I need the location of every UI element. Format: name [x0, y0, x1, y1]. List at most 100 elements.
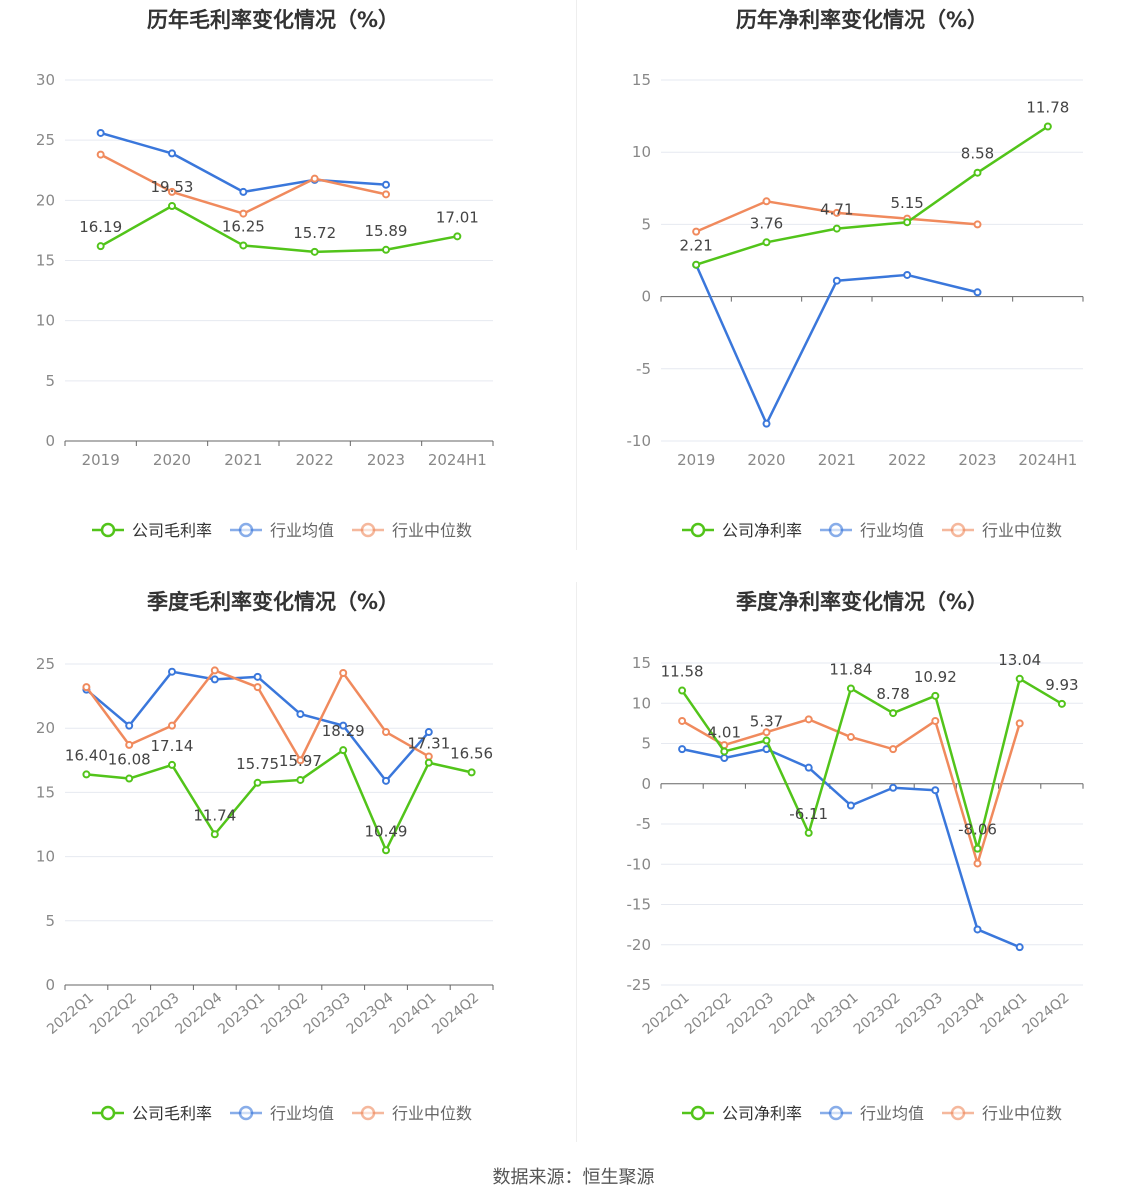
legend-marker [360, 522, 376, 538]
x-tick-label: 2023Q4 [344, 990, 397, 1038]
legend: 公司毛利率 行业均值 行业中位数 [92, 521, 472, 540]
data-point [973, 859, 982, 868]
data-label: 17.31 [407, 735, 450, 753]
data-point [125, 740, 134, 749]
x-tick-label: 2024Q1 [977, 990, 1030, 1038]
data-label: 17.01 [436, 208, 479, 226]
data-point [82, 683, 91, 692]
data-point [1043, 122, 1052, 131]
series-company: 16.19 19.53 16.25 15.72 15.89 17.01 [79, 178, 479, 256]
y-tick-label: -25 [627, 976, 652, 994]
x-tick-label: 2023Q2 [258, 990, 311, 1038]
data-point [382, 190, 390, 199]
legend-label: 公司毛利率 [132, 521, 212, 540]
data-point [96, 128, 105, 137]
series-company: 2.21 3.76 4.71 5.15 8.58 11.78 [679, 98, 1069, 269]
y-tick-label: -5 [636, 360, 651, 378]
data-point [804, 828, 813, 837]
series-industry-average [692, 260, 982, 428]
x-tick-label: 2024Q2 [429, 990, 482, 1038]
data-label: 5.15 [890, 194, 923, 212]
legend-label: 行业均值 [270, 521, 334, 540]
data-label: 4.71 [820, 201, 853, 219]
legend-label: 行业均值 [860, 1104, 924, 1123]
legend: 公司净利率 行业均值 行业中位数 [682, 1104, 1062, 1123]
data-point [678, 745, 687, 754]
legend-item-company: 公司净利率 [682, 1104, 802, 1123]
data-point [310, 174, 319, 183]
data-label: 15.75 [236, 755, 279, 773]
x-tick-label: 2022Q3 [130, 990, 183, 1038]
data-point [239, 187, 248, 196]
data-point [239, 209, 248, 218]
data-label: 5.37 [750, 713, 783, 731]
data-label: 15.97 [279, 752, 322, 770]
legend-label: 行业中位数 [392, 1104, 472, 1123]
x-tick-label: 2020 [153, 451, 191, 469]
data-point [762, 736, 771, 745]
y-tick-label: -20 [627, 936, 652, 954]
data-source-text: 数据来源：恒生聚源 [492, 1167, 655, 1188]
legend-item-median: 行业中位数 [942, 1104, 1062, 1123]
data-label: 4.01 [708, 723, 741, 741]
x-tick-label: 2023Q2 [851, 990, 904, 1038]
data-point [973, 288, 982, 297]
data-label: 8.58 [961, 145, 994, 163]
data-point [168, 187, 176, 196]
chart-title: 历年毛利率变化情况（%） [147, 8, 399, 32]
chart-title: 历年净利率变化情况（%） [736, 8, 988, 32]
x-tick-label: 2022Q2 [682, 990, 735, 1038]
series-company: 11.58 4.01 5.37 -6.11 11.848.78 10.92 -8.06 13.… [661, 651, 1079, 853]
data-point [1015, 719, 1024, 728]
x-tick-label: 2019 [82, 451, 120, 469]
legend-item-average: 行业均值 [230, 521, 334, 540]
series-line [681, 677, 1063, 850]
x-tick-label: 2023Q3 [301, 990, 354, 1038]
x-tick-label: 2023 [367, 451, 405, 469]
legend-marker [238, 522, 254, 538]
y-tick-label: 10 [632, 143, 651, 161]
y-tick-label: 15 [632, 654, 651, 672]
data-point [903, 270, 912, 279]
x-tick-label: 2023Q4 [935, 990, 988, 1038]
legend-item-average: 行业均值 [820, 521, 924, 540]
y-tick-label: 0 [641, 775, 651, 793]
data-point [832, 208, 841, 217]
x-tick-label: 2020 [747, 451, 785, 469]
data-point [168, 760, 176, 769]
data-point [889, 709, 898, 718]
vertical-divider-bottom [576, 582, 577, 1142]
y-tick-label: 5 [45, 912, 55, 930]
x-tick-label: 2024H1 [1018, 451, 1077, 469]
data-point [804, 715, 813, 724]
data-point [931, 716, 940, 725]
data-label: 19.53 [151, 178, 194, 196]
x-tick-label: 2024Q1 [387, 990, 440, 1038]
legend-marker [360, 1105, 376, 1121]
data-point [253, 778, 262, 787]
data-point [168, 667, 176, 676]
data-label: -8.06 [958, 821, 997, 839]
chart-title: 季度净利率变化情况（%） [736, 590, 988, 614]
x-tick-label: 2022Q1 [44, 990, 97, 1038]
legend-item-average: 行业均值 [230, 1104, 334, 1123]
legend-marker [828, 522, 844, 538]
charts-svg: 历年毛利率变化情况（%） 0 5 10 15 20 25 30 2019 2020 2021 2022… [36, 8, 1084, 1123]
data-point [762, 728, 771, 737]
data-point [253, 672, 262, 681]
legend-marker [690, 522, 706, 538]
data-label: 17.14 [151, 737, 194, 755]
data-point [96, 150, 105, 159]
legend-label: 行业均值 [270, 1104, 334, 1123]
legend-item-median: 行业中位数 [942, 521, 1062, 540]
data-label: 8.78 [876, 685, 909, 703]
x-tick-label: 2022 [296, 451, 334, 469]
series-industry-median [96, 150, 390, 218]
data-point [973, 844, 982, 853]
data-point [382, 180, 390, 189]
series-line [681, 747, 1021, 949]
chart-3: 季度毛利率变化情况（%） 0 5 10 15 20 25 2022Q12022Q22022Q3… [36, 590, 494, 1123]
data-point [296, 710, 305, 719]
series-line [695, 125, 1049, 266]
y-tick-label: 0 [641, 288, 651, 306]
